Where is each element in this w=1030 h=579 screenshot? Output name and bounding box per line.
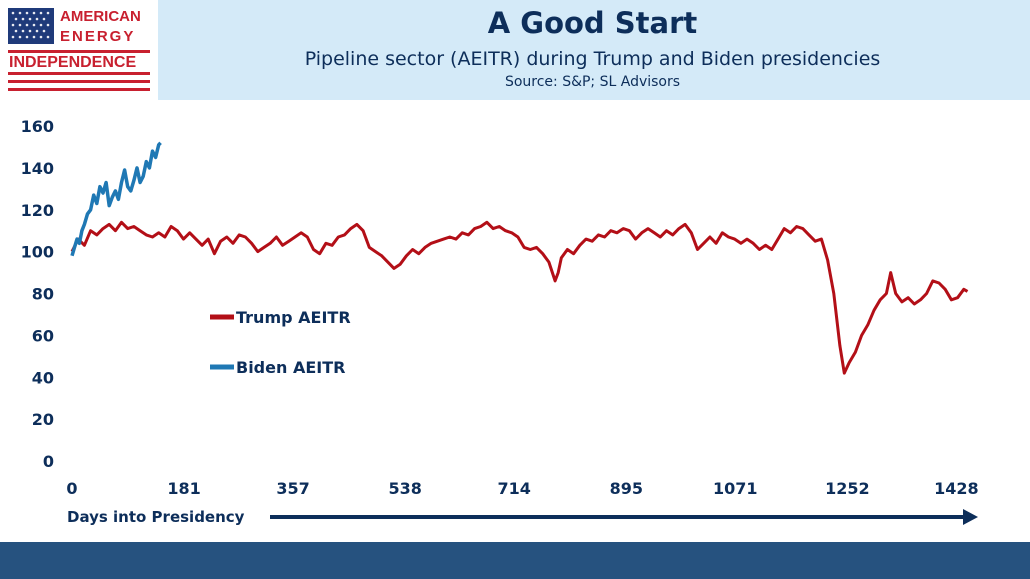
logo-line-3: INDEPENDENCE <box>9 54 136 71</box>
x-tick-label: 1071 <box>713 479 758 498</box>
legend: Trump AEITR Biden AEITR <box>210 308 351 377</box>
us-flag-icon <box>8 8 150 91</box>
x-tick-label: 895 <box>610 479 643 498</box>
logo-line-2: ENERGY <box>60 28 135 45</box>
series-line-trump <box>70 220 969 375</box>
footer-bar <box>0 542 1030 579</box>
x-axis-arrow-head <box>963 509 978 525</box>
chart-title: A Good Start <box>487 6 698 40</box>
chart-subtitle: Pipeline sector (AEITR) during Trump and… <box>304 48 881 70</box>
series-layer <box>70 141 969 375</box>
logo: AMERICAN ENERGY INDEPENDENCE <box>0 0 158 100</box>
chart-source: Source: S&P; SL Advisors <box>504 74 681 90</box>
x-axis-title-arrow: Days into Presidency <box>67 508 978 526</box>
y-tick-label: 140 <box>21 159 54 178</box>
x-tick-label: 1252 <box>825 479 870 498</box>
header-band <box>155 0 1030 100</box>
y-tick-label: 120 <box>21 201 54 220</box>
logo-graphic: AMERICAN ENERGY INDEPENDENCE <box>8 8 150 91</box>
y-tick-label: 20 <box>32 410 54 429</box>
y-tick-label: 0 <box>43 452 54 471</box>
y-tick-label: 160 <box>21 117 54 136</box>
x-axis-ticks: 0 181 357 538 714 895 1071 1252 1428 <box>66 479 978 498</box>
logo-line-1: AMERICAN <box>60 8 141 25</box>
legend-biden-label: Biden AEITR <box>236 358 345 377</box>
y-axis-ticks: 0 20 40 60 80 100 120 140 160 <box>21 117 54 471</box>
x-tick-label: 538 <box>388 479 421 498</box>
x-tick-label: 357 <box>276 479 309 498</box>
y-tick-label: 80 <box>32 285 54 304</box>
y-tick-label: 60 <box>32 326 54 345</box>
line-chart: 0 20 40 60 80 100 120 140 160 0 181 357 538 714 895 10… <box>21 117 979 526</box>
series-line-biden <box>70 141 162 257</box>
x-axis-title: Days into Presidency <box>67 508 245 526</box>
y-tick-label: 100 <box>21 243 54 262</box>
x-tick-label: 181 <box>167 479 200 498</box>
x-tick-label: 714 <box>497 479 530 498</box>
x-tick-label: 0 <box>66 479 77 498</box>
legend-trump-label: Trump AEITR <box>236 308 351 327</box>
x-tick-label: 1428 <box>934 479 979 498</box>
y-tick-label: 40 <box>32 368 54 387</box>
